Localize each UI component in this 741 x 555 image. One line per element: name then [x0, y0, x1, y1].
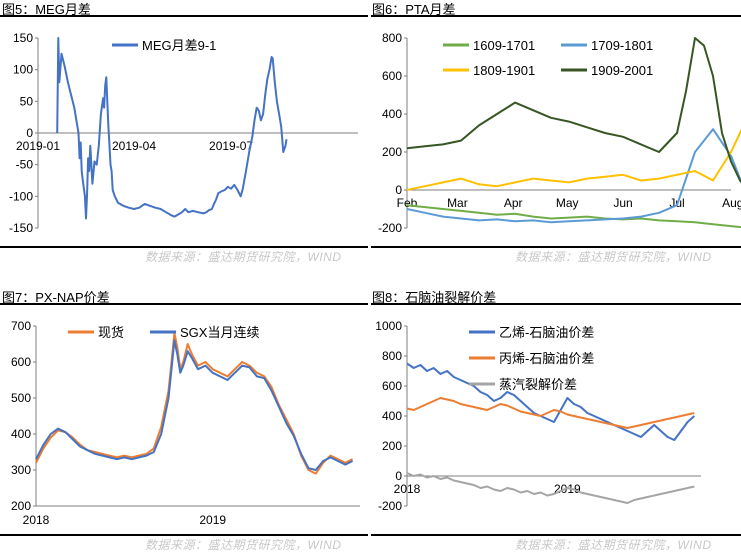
series-line-2: [406, 472, 695, 504]
panel-title-naphtha: 图8：石脑油裂解价差: [372, 290, 497, 305]
y-tick-label: 200: [11, 499, 31, 513]
bottom-rule-px: [0, 534, 368, 536]
meg-spread-chart: 150 100 50 0 -50 -100 -150 2019-01 2019-04 2019-0…: [9, 31, 358, 235]
y-tick-label: -200: [378, 499, 402, 513]
x-tick-label: 2018: [23, 513, 50, 527]
bottom-rule-meg: [0, 246, 368, 248]
x-tick-label: 2019-07: [209, 139, 253, 153]
y-tick-label: 700: [11, 319, 31, 333]
y-tick-label: 0: [395, 469, 402, 483]
legend-label: 1809-1901: [473, 63, 535, 78]
bottom-rule-pta: [371, 246, 741, 248]
y-tick-label: 800: [382, 31, 402, 45]
x-tick-label: Aug: [722, 196, 741, 210]
series-line-2: [406, 128, 741, 191]
legend-label: 现货: [98, 325, 124, 340]
series-line-1: [406, 128, 741, 224]
panel-title-meg: 图5：MEG月差: [2, 2, 91, 17]
y-tick-label: 500: [11, 391, 31, 405]
y-tick-label: 400: [382, 409, 402, 423]
y-tick-label: 100: [13, 63, 33, 77]
panel-title-px: 图7：PX-NAP价差: [2, 290, 110, 305]
y-tick-label: 200: [382, 145, 402, 159]
y-tick-label: -200: [378, 221, 402, 235]
series-line-1: [35, 339, 354, 471]
x-tick-label: May: [556, 196, 579, 210]
y-tick-label: 600: [382, 69, 402, 83]
title-rule-pta: [371, 15, 741, 17]
series-line-1: [406, 397, 695, 429]
y-tick-label: -100: [9, 189, 33, 203]
legend-label: 丙烯-石脑油价差: [499, 351, 594, 366]
x-tick-label: 2019-01: [16, 139, 60, 153]
y-tick-label: 800: [382, 349, 402, 363]
legend-label: SGX当月连续: [180, 325, 259, 340]
y-tick-label: 50: [20, 94, 34, 108]
x-tick-label: 2019: [199, 513, 226, 527]
y-tick-label: 300: [11, 463, 31, 477]
y-tick-label: 0: [395, 183, 402, 197]
x-tick-label: Feb: [397, 196, 418, 210]
x-tick-label: Mar: [447, 196, 468, 210]
bottom-rule-naphtha: [371, 534, 741, 536]
y-tick-label: -150: [9, 221, 33, 235]
source-label-meg: 数据来源：盛达期货研究院，WIND: [145, 250, 342, 264]
source-label-px: 数据来源：盛达期货研究院，WIND: [145, 538, 342, 552]
series-line-3: [406, 37, 741, 184]
x-tick-label: 2018: [394, 482, 421, 496]
y-tick-label: 150: [13, 31, 33, 45]
y-tick-label: 600: [382, 379, 402, 393]
legend-label: 1909-2001: [591, 63, 653, 78]
title-rule-px: [0, 303, 368, 305]
legend-label: 1709-1801: [591, 38, 653, 53]
x-tick-label: Apr: [504, 196, 523, 210]
title-rule-meg: [0, 15, 368, 17]
x-tick-label: 2019-04: [112, 139, 156, 153]
title-rule-naphtha: [371, 303, 741, 305]
legend-label: 乙烯-石脑油价差: [499, 325, 594, 340]
y-tick-label: -50: [16, 158, 34, 172]
y-tick-label: 200: [382, 439, 402, 453]
x-tick-label: Jun: [613, 196, 632, 210]
series-line-0: [35, 332, 354, 475]
source-label-pta: 数据来源：盛达期货研究院，WIND: [515, 250, 712, 264]
legend-label: 1609-1701: [473, 38, 535, 53]
series-line-0: [56, 37, 288, 220]
panel-title-pta: 图6：PTA月差: [372, 2, 456, 17]
y-tick-label: 1000: [375, 319, 402, 333]
y-tick-label: 400: [382, 107, 402, 121]
legend-label: MEG月差9-1: [142, 38, 216, 53]
series-line-0: [406, 362, 695, 441]
y-tick-label: 400: [11, 427, 31, 441]
y-tick-label: 600: [11, 355, 31, 369]
legend-label: 蒸汽裂解价差: [499, 377, 577, 392]
source-label-naphtha: 数据来源：盛达期货研究院，WIND: [515, 538, 712, 552]
y-tick-label: 0: [26, 126, 33, 140]
